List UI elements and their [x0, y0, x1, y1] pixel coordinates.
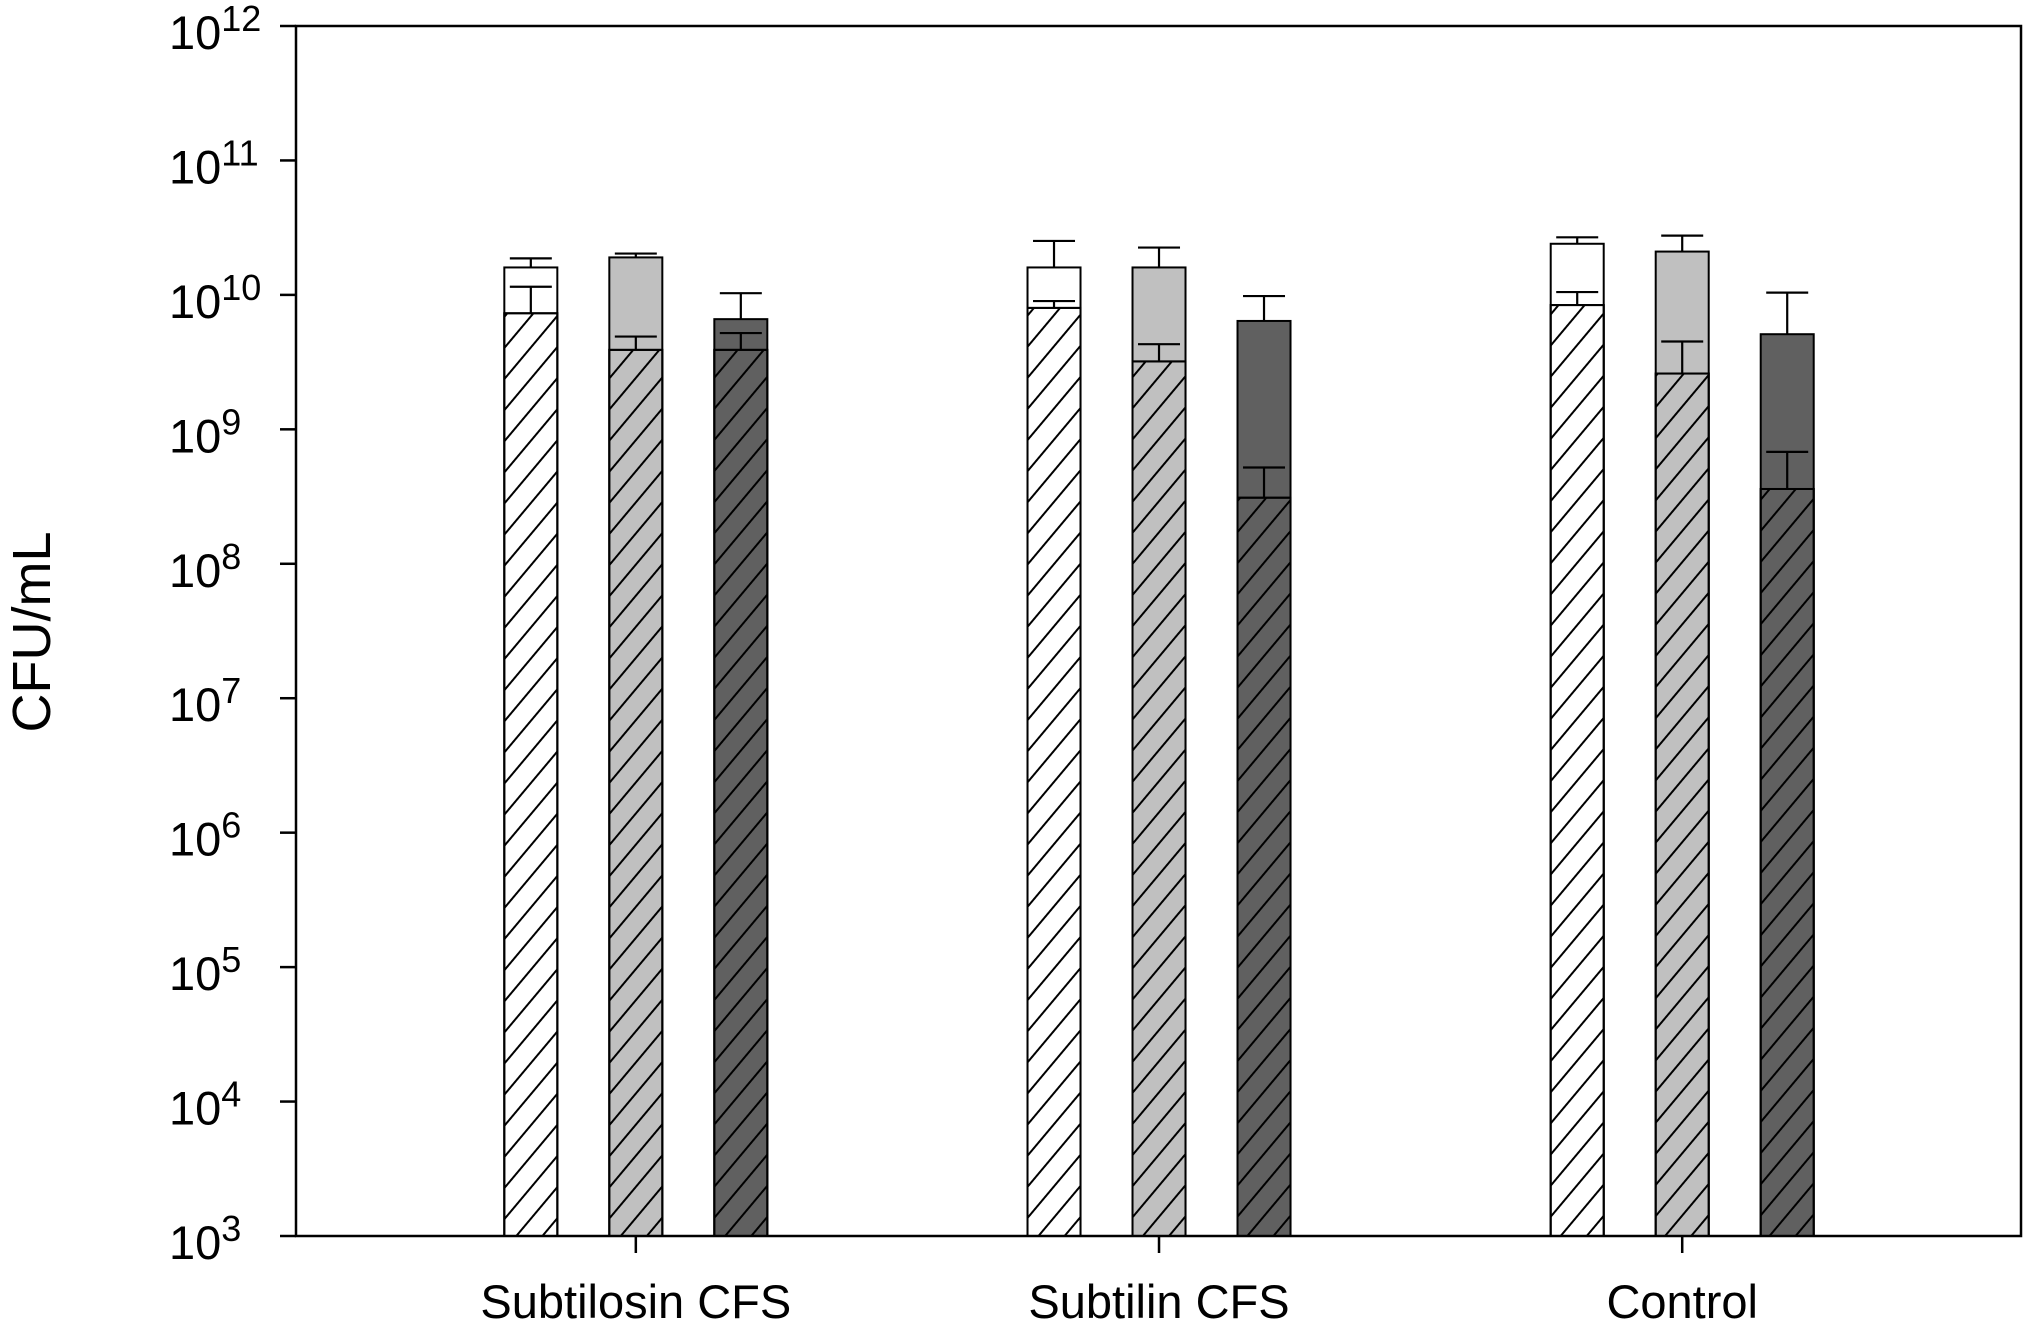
y-tick-exponent: 11 — [221, 132, 258, 173]
y-tick-exponent: 10 — [221, 267, 261, 308]
error-bar-subtilin-cfs-1-hatched — [1033, 299, 1076, 308]
y-tick-label-5: 105 — [169, 939, 241, 1000]
bar-subtilin-cfs-1-hatched-hatch — [1026, 306, 1082, 1237]
x-tick-label-subtilosin-cfs: Subtilosin CFS — [480, 1275, 791, 1325]
y-axis-label: CFU/mL — [2, 532, 62, 733]
y-tick-label-8: 108 — [169, 536, 241, 597]
y-tick-label-3: 103 — [169, 1208, 241, 1269]
error-bar-control-3-hatched — [1766, 450, 1809, 489]
bars — [503, 242, 1815, 1238]
y-tick-label-10: 1010 — [169, 267, 261, 328]
error-bar-subtilosin-cfs-2-plain — [614, 252, 657, 258]
error-bar-subtilosin-cfs-1-hatched — [509, 285, 552, 314]
y-tick-base: 10 — [169, 275, 221, 328]
y-tick-base: 10 — [169, 678, 221, 731]
error-bar-subtilosin-cfs-3-hatched — [719, 331, 762, 350]
y-tick-label-7: 107 — [169, 670, 241, 731]
y-tick-exponent: 3 — [221, 1208, 241, 1249]
y-tick-exponent: 6 — [221, 805, 241, 846]
error-bar-subtilin-cfs-3-hatched — [1243, 466, 1286, 498]
y-tick-base: 10 — [169, 947, 221, 1000]
bar-subtilin-cfs-3-hatched-hatch — [1236, 496, 1292, 1237]
error-bar-subtilosin-cfs-2-hatched — [614, 335, 657, 350]
y-tick-base: 10 — [169, 544, 221, 597]
y-tick-base: 10 — [169, 1082, 221, 1135]
y-tick-exponent: 12 — [221, 0, 261, 39]
y-tick-label-9: 109 — [169, 401, 241, 462]
error-bar-subtilin-cfs-2-plain — [1138, 246, 1181, 268]
y-tick-exponent: 5 — [221, 939, 241, 980]
error-bar-control-1-hatched — [1556, 290, 1599, 306]
x-tick-label-subtilin-cfs: Subtilin CFS — [1028, 1275, 1289, 1325]
bar-control-2-hatched-hatch — [1654, 372, 1710, 1237]
y-tick-exponent: 9 — [221, 401, 241, 442]
axis-ticks — [280, 24, 1684, 1253]
error-bar-subtilin-cfs-3-plain — [1243, 294, 1286, 321]
bar-subtilosin-cfs-3-hatched-hatch — [713, 348, 769, 1237]
y-tick-label-12: 1012 — [169, 0, 261, 59]
error-bar-control-3-plain — [1766, 291, 1809, 335]
y-tick-exponent: 7 — [221, 670, 241, 711]
y-tick-label-4: 104 — [169, 1074, 241, 1135]
error-bar-subtilosin-cfs-3-plain — [719, 292, 762, 320]
error-bar-subtilin-cfs-1-plain — [1033, 239, 1076, 268]
y-tick-base: 10 — [169, 140, 221, 193]
error-bars — [509, 234, 1809, 498]
error-bar-control-1-plain — [1556, 236, 1599, 244]
error-bar-control-2-hatched — [1661, 340, 1704, 374]
y-tick-exponent: 8 — [221, 536, 241, 577]
error-bar-subtilin-cfs-2-hatched — [1138, 343, 1181, 362]
bar-subtilosin-cfs-1-hatched-hatch — [503, 312, 559, 1238]
bar-subtilin-cfs-2-hatched-hatch — [1131, 360, 1187, 1238]
bar-control-3-hatched-hatch — [1759, 487, 1815, 1237]
x-tick-label-control: Control — [1606, 1275, 1758, 1325]
error-bar-subtilosin-cfs-1-plain — [509, 257, 552, 268]
y-tick-base: 10 — [169, 6, 221, 59]
error-bar-control-2-plain — [1661, 234, 1704, 252]
y-tick-base: 10 — [169, 1216, 221, 1269]
y-tick-label-11: 1011 — [169, 132, 259, 193]
x-tick-labels: Subtilosin CFS Subtilin CFS Control — [480, 1275, 1758, 1325]
y-tick-base: 10 — [169, 409, 221, 462]
y-tick-base: 10 — [169, 813, 221, 866]
y-tick-exponent: 4 — [221, 1074, 241, 1115]
y-tick-label-6: 106 — [169, 805, 241, 866]
bar-subtilosin-cfs-2-hatched-hatch — [608, 348, 664, 1237]
bar-control-1-hatched-hatch — [1549, 304, 1605, 1238]
